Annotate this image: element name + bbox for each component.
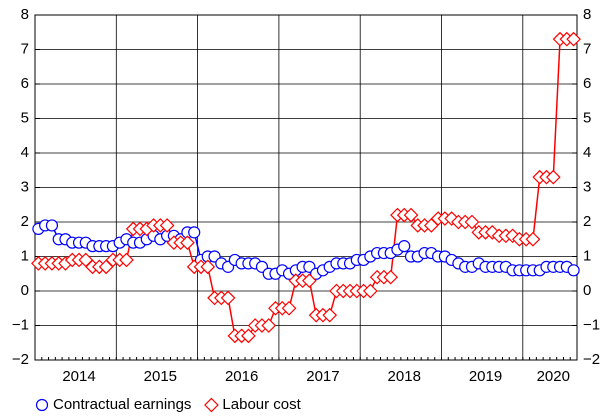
x-tick-label: 2020 bbox=[537, 368, 570, 385]
data-point bbox=[398, 240, 411, 253]
data-point bbox=[281, 300, 297, 316]
data-point bbox=[261, 318, 277, 333]
y-tick-label: 4 bbox=[21, 144, 29, 161]
data-point bbox=[545, 169, 561, 185]
y2-tick-label: −1 bbox=[583, 316, 600, 333]
legend-marker bbox=[35, 398, 49, 412]
data-point bbox=[363, 283, 378, 299]
y-tick-label: −2 bbox=[12, 351, 29, 368]
data-point bbox=[180, 235, 195, 251]
y2-tick-label: 7 bbox=[583, 40, 591, 57]
data-point bbox=[383, 269, 399, 285]
data-point bbox=[505, 228, 520, 244]
y2-tick-label: 8 bbox=[583, 6, 591, 23]
x-tick-label: 2016 bbox=[225, 368, 258, 385]
y2-tick-label: 5 bbox=[583, 109, 591, 126]
y-tick-label: 2 bbox=[21, 213, 29, 230]
legend-marker bbox=[204, 397, 219, 413]
legend-label: Labour cost bbox=[222, 396, 301, 413]
data-point bbox=[444, 211, 460, 226]
y-tick-label: 5 bbox=[21, 109, 29, 126]
y2-tick-label: 0 bbox=[583, 282, 591, 299]
legend-label: Contractual earnings bbox=[53, 396, 191, 413]
data-point bbox=[403, 207, 419, 223]
data-point bbox=[464, 214, 480, 230]
y2-tick-label: 2 bbox=[583, 213, 591, 230]
data-point bbox=[159, 218, 175, 233]
x-tick-label: 2017 bbox=[306, 368, 339, 385]
y-tick-label: 3 bbox=[21, 178, 29, 195]
data-point bbox=[322, 307, 338, 323]
y2-tick-label: 3 bbox=[583, 178, 591, 195]
y2-tick-label: 6 bbox=[583, 75, 591, 92]
y-tick-label: −1 bbox=[12, 316, 29, 333]
data-point bbox=[566, 31, 581, 47]
y-tick-label: 0 bbox=[21, 282, 29, 299]
data-point bbox=[200, 259, 216, 275]
y2-tick-label: −2 bbox=[583, 351, 600, 368]
x-tick-label: 2014 bbox=[62, 368, 95, 385]
data-point bbox=[45, 219, 59, 232]
y-tick-label: 8 bbox=[21, 6, 29, 23]
y-tick-label: 6 bbox=[21, 75, 29, 92]
y2-tick-label: 1 bbox=[583, 247, 591, 264]
data-point bbox=[188, 226, 201, 239]
data-point bbox=[241, 328, 256, 344]
data-point bbox=[119, 252, 134, 268]
y-tick-label: 7 bbox=[21, 40, 29, 57]
x-tick-label: 2019 bbox=[469, 368, 502, 385]
data-point bbox=[525, 231, 541, 247]
data-point bbox=[220, 290, 236, 306]
data-point bbox=[484, 225, 500, 240]
x-tick-label: 2018 bbox=[388, 368, 421, 385]
y2-tick-label: 4 bbox=[583, 144, 591, 161]
data-point bbox=[302, 273, 317, 288]
y-tick-label: 1 bbox=[21, 247, 29, 264]
data-point bbox=[567, 264, 580, 277]
x-tick-label: 2015 bbox=[144, 368, 177, 385]
